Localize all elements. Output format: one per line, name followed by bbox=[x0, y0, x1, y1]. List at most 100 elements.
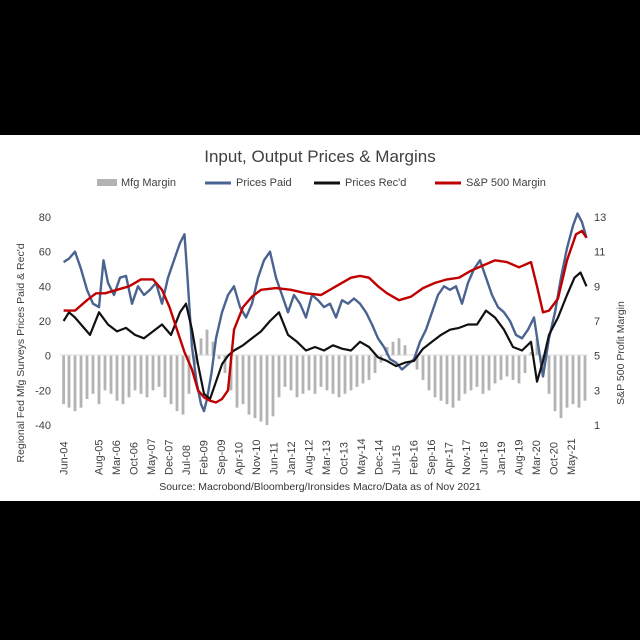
right-tick-label: 13 bbox=[594, 212, 606, 224]
right-axis-label: S&P 500 Profit Margin bbox=[615, 301, 627, 405]
x-tick-label: Nov-10 bbox=[251, 440, 263, 475]
x-tick-label: Jun-04 bbox=[59, 441, 71, 475]
mfg-margin-bar bbox=[313, 355, 317, 394]
left-tick-label: 0 bbox=[45, 351, 51, 363]
right-axis-ticks: 13 11 9 7 5 3 1 bbox=[594, 212, 606, 432]
mfg-margin-bar bbox=[109, 355, 113, 394]
series-line-prices-recd bbox=[62, 271, 588, 401]
mfg-margin-bars bbox=[62, 329, 587, 425]
legend-label-sp-margin: S&P 500 Margin bbox=[466, 177, 546, 189]
mfg-margin-bar bbox=[73, 355, 77, 412]
x-tick-label: Aug-05 bbox=[93, 440, 105, 475]
mfg-margin-bar bbox=[133, 355, 137, 391]
x-tick-label: Mar-06 bbox=[111, 440, 123, 475]
x-tick-label: Sep-09 bbox=[216, 440, 228, 475]
mfg-margin-bar bbox=[205, 329, 209, 356]
mfg-margin-bar bbox=[517, 355, 521, 384]
mfg-margin-bar bbox=[541, 355, 545, 377]
mfg-margin-bar bbox=[511, 355, 515, 380]
mfg-margin-bar bbox=[337, 355, 341, 398]
mfg-margin-bar bbox=[62, 355, 65, 405]
right-tick-label: 5 bbox=[594, 351, 600, 363]
x-tick-label: Apr-10 bbox=[234, 442, 246, 475]
mfg-margin-bar bbox=[247, 355, 251, 415]
mfg-margin-bar bbox=[289, 355, 293, 391]
mfg-margin-bar bbox=[469, 355, 473, 391]
left-tick-label: 80 bbox=[39, 212, 51, 224]
x-tick-label: Jul-08 bbox=[181, 445, 193, 475]
x-tick-label: Dec-07 bbox=[164, 440, 176, 475]
mfg-margin-bar bbox=[403, 345, 407, 356]
mfg-margin-bar bbox=[163, 355, 167, 398]
mfg-margin-bar bbox=[415, 355, 419, 370]
mfg-margin-bar bbox=[253, 355, 257, 419]
mfg-margin-bar bbox=[445, 355, 449, 405]
left-tick-label: 60 bbox=[39, 247, 51, 259]
mfg-margin-bar bbox=[85, 355, 89, 399]
mfg-margin-bar bbox=[139, 355, 143, 394]
left-tick-label: -20 bbox=[35, 385, 51, 397]
mfg-margin-bar bbox=[571, 355, 575, 405]
mfg-margin-bar bbox=[451, 355, 455, 408]
series-lines bbox=[62, 212, 588, 413]
mfg-margin-bar bbox=[565, 355, 569, 408]
mfg-margin-bar bbox=[175, 355, 179, 412]
mfg-margin-bar bbox=[499, 355, 503, 380]
mfg-margin-bar bbox=[79, 355, 83, 408]
mfg-margin-bar bbox=[583, 355, 587, 401]
x-tick-label: Mar-20 bbox=[531, 440, 543, 475]
right-tick-label: 7 bbox=[594, 316, 600, 328]
mfg-margin-bar bbox=[193, 355, 197, 365]
mfg-margin-bar bbox=[157, 355, 161, 387]
mfg-margin-bar bbox=[307, 355, 311, 391]
mfg-margin-bar bbox=[223, 355, 227, 373]
mfg-margin-bar bbox=[301, 355, 305, 394]
mfg-margin-bar bbox=[553, 355, 557, 412]
mfg-margin-bar bbox=[151, 355, 155, 391]
legend-swatch-mfg-margin bbox=[97, 179, 117, 186]
mfg-margin-bar bbox=[295, 355, 299, 398]
mfg-margin-bar bbox=[283, 355, 287, 387]
chart-title: Input, Output Prices & Margins bbox=[204, 147, 436, 166]
right-tick-label: 3 bbox=[594, 385, 600, 397]
x-tick-label: Jan-19 bbox=[496, 441, 508, 475]
mfg-margin-bar bbox=[559, 355, 563, 419]
mfg-margin-bar bbox=[211, 341, 215, 356]
mfg-margin-bar bbox=[457, 355, 461, 401]
x-tick-label: Nov-17 bbox=[461, 440, 473, 475]
mfg-margin-bar bbox=[439, 355, 443, 401]
mfg-margin-bar bbox=[427, 355, 431, 391]
mfg-margin-bar bbox=[397, 338, 401, 356]
left-tick-label: 40 bbox=[39, 281, 51, 293]
mfg-margin-bar bbox=[199, 338, 203, 356]
mfg-margin-bar bbox=[127, 355, 131, 398]
x-tick-label: Oct-06 bbox=[129, 442, 141, 475]
mfg-margin-bar bbox=[187, 355, 191, 394]
x-tick-label: Oct-13 bbox=[339, 442, 351, 475]
mfg-margin-bar bbox=[169, 355, 173, 405]
left-axis-label: Regional Fed Mfg Surveys Prices Paid & R… bbox=[15, 243, 27, 462]
mfg-margin-bar bbox=[355, 355, 359, 387]
x-tick-label: May-14 bbox=[356, 438, 368, 475]
legend-label-prices-paid: Prices Paid bbox=[236, 177, 292, 189]
mfg-margin-bar bbox=[67, 355, 71, 408]
x-tick-label: Feb-16 bbox=[408, 440, 420, 475]
legend-label-prices-recd: Prices Rec'd bbox=[345, 177, 406, 189]
right-tick-label: 11 bbox=[594, 247, 605, 259]
mfg-margin-bar bbox=[331, 355, 335, 394]
x-tick-label: Dec-14 bbox=[374, 440, 386, 475]
mfg-margin-bar bbox=[373, 355, 377, 373]
mfg-margin-bar bbox=[433, 355, 437, 398]
series-line-sp-margin bbox=[63, 229, 588, 404]
mfg-margin-bar bbox=[271, 355, 275, 417]
x-tick-label: Aug-12 bbox=[303, 440, 315, 475]
mfg-margin-bar bbox=[505, 355, 509, 377]
mfg-margin-bar bbox=[487, 355, 491, 391]
mfg-margin-bar bbox=[421, 355, 425, 380]
mfg-margin-bar bbox=[361, 355, 365, 384]
mfg-margin-bar bbox=[217, 355, 221, 360]
mfg-margin-bar bbox=[97, 355, 101, 405]
mfg-margin-bar bbox=[115, 355, 119, 401]
mfg-margin-bar bbox=[145, 355, 149, 398]
source-note: Source: Macrobond/Bloomberg/Ironsides Ma… bbox=[159, 481, 481, 493]
